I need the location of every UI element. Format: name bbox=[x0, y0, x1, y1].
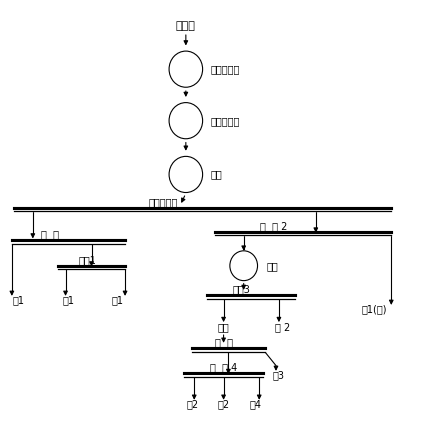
Text: 磁  选: 磁 选 bbox=[41, 229, 59, 239]
Text: 鈢3: 鈢3 bbox=[272, 371, 284, 381]
Text: 烘干: 烘干 bbox=[218, 322, 230, 332]
Text: 冲击破碑机: 冲击破碑机 bbox=[210, 115, 240, 126]
Text: 鑀2: 鑀2 bbox=[186, 399, 198, 409]
Text: 鑘1: 鑘1 bbox=[12, 296, 24, 305]
Text: 摇  床 4: 摇 床 4 bbox=[210, 363, 237, 372]
Text: 再磨: 再磨 bbox=[267, 261, 279, 271]
Text: 摇床3: 摇床3 bbox=[233, 284, 251, 294]
Text: 摇  床 2: 摇 床 2 bbox=[260, 221, 287, 231]
Text: 智能破碑机: 智能破碑机 bbox=[210, 64, 240, 74]
Text: 摇床1: 摇床1 bbox=[78, 255, 96, 265]
Text: 磁  选: 磁 选 bbox=[214, 337, 233, 347]
Text: 鈢1(砖): 鈢1(砖) bbox=[362, 305, 387, 315]
Text: 鑀1: 鑀1 bbox=[62, 296, 74, 305]
Text: 球磨: 球磨 bbox=[210, 170, 222, 179]
Text: 直线振动筛: 直线振动筛 bbox=[148, 197, 178, 207]
Text: 铝1: 铝1 bbox=[112, 296, 124, 305]
Text: 鈢4: 鈢4 bbox=[249, 399, 261, 409]
Text: 废电池: 废电池 bbox=[176, 21, 196, 31]
Text: 铝2: 铝2 bbox=[217, 399, 230, 409]
Text: 鈢 2: 鈢 2 bbox=[276, 322, 291, 332]
